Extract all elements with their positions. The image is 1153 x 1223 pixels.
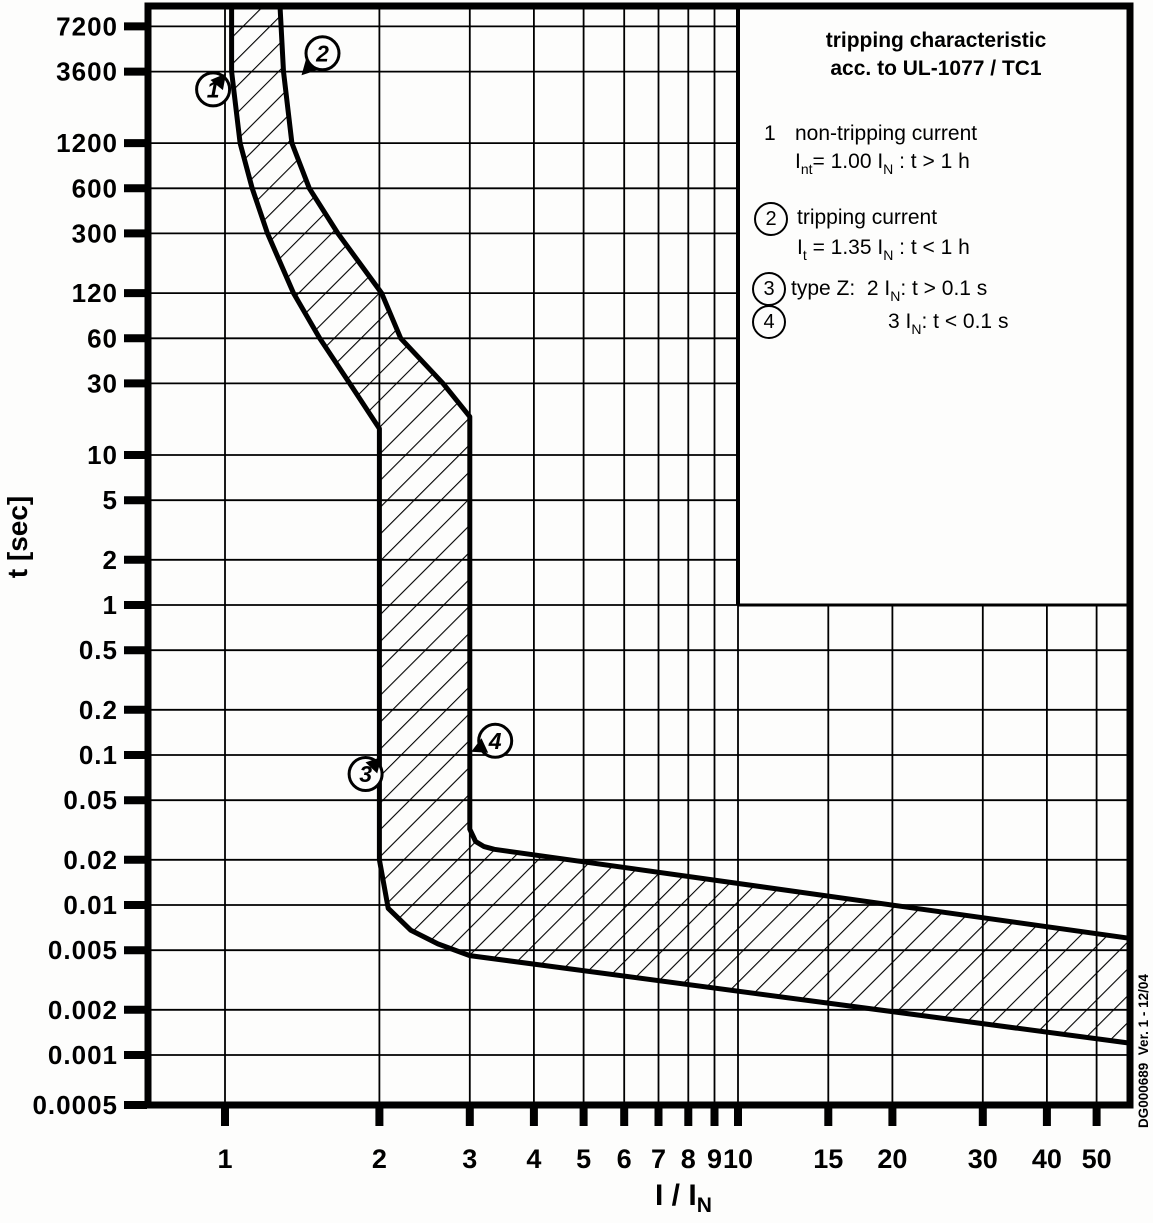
y-tick-label-0.002: 0.002 [48,995,118,1025]
axis-tick-labels: 7200360012006003001206030105210.50.20.10… [32,11,1111,1174]
band-hatched-area [231,6,1130,1044]
formula-text: = 1.35 I [806,236,884,259]
y-tick-label-0.5: 0.5 [79,635,118,665]
formula-text: 3 I [888,310,912,333]
x-tick-label-10: 10 [723,1144,753,1174]
x-tick-label-3: 3 [462,1144,477,1174]
x-tick-label-9: 9 [707,1144,722,1174]
y-tick-label-0.005: 0.005 [48,935,118,965]
y-tick-label-0.001: 0.001 [48,1040,118,1070]
x-tick-label-5: 5 [576,1144,591,1174]
legend-title: tripping characteristic acc. to UL-1077 … [740,27,1132,83]
formula-subscript: N [883,161,894,177]
y-tick-label-0.02: 0.02 [63,845,118,875]
y-tick-label-0.0005: 0.0005 [32,1090,118,1120]
y-tick-label-120: 120 [72,278,118,308]
callout-circle-2 [304,35,341,72]
callout-2: 2 [301,35,341,76]
callout-3: 3 [347,756,384,792]
formula-text: type Z: 2 I [791,277,891,300]
band-upper-boundary [277,6,1130,941]
y-tick-label-2: 2 [103,545,118,575]
y-tick-label-1: 1 [103,590,118,620]
x-tick-label-7: 7 [651,1144,666,1174]
axis-ticks [124,22,1101,1126]
y-axis-title: t [sec] [2,496,33,578]
formula-subscript: N [890,288,901,304]
formula-text: : t > 1 h [893,150,970,173]
band-lower-boundary [229,6,1130,1046]
callout-pointer-4 [471,738,489,753]
formula-text: I [795,150,801,173]
y-tick-label-1200: 1200 [56,128,118,158]
legend-box [736,6,1130,607]
callout-circle-4 [477,722,514,759]
callout-label-3: 3 [359,761,372,787]
y-tick-label-60: 60 [87,323,118,353]
y-tick-label-30: 30 [87,368,118,398]
doc-reference: DG000689 Ver. 1 - 12/04 [1136,974,1151,1128]
x-tick-label-1: 1 [217,1144,232,1174]
plot-border [144,2,1134,1109]
x-tick-label-8: 8 [681,1144,696,1174]
note-1-title: non-tripping current [795,122,978,145]
formula-text: I [797,236,803,259]
formula-text: : t < 1 h [893,236,970,259]
note-4-marker: 4 [752,305,786,339]
note-1-formula: Int= 1.00 IN : t > 1 h [795,150,970,177]
formula-text: : t < 0.1 s [921,310,1009,333]
x-tick-label-40: 40 [1032,1144,1062,1174]
y-tick-label-600: 600 [72,173,118,203]
callout-4: 4 [471,722,514,759]
formula-subscript: N [911,321,922,337]
callout-pointer-2 [301,58,318,76]
y-tick-label-0.2: 0.2 [79,695,118,725]
callout-label-1: 1 [207,76,220,102]
formula-subscript: nt [800,161,813,177]
legend-title-line-2: acc. to UL-1077 / TC1 [830,57,1042,80]
callout-pointer-1 [210,73,227,91]
legend-box-background [738,6,1130,605]
callout-1: 1 [195,71,232,108]
x-axis-title: I / IN [655,1179,712,1217]
note-1-marker: 1 [764,122,776,145]
y-tick-label-0.05: 0.05 [63,785,118,815]
x-tick-label-15: 15 [813,1144,843,1174]
formula-subscript: t [802,247,807,263]
y-tick-label-3600: 3600 [56,57,118,87]
x-tick-label-4: 4 [526,1144,541,1174]
note-3-formula: type Z: 2 IN: t > 0.1 s [791,277,988,304]
callout-pointer-3 [365,757,382,774]
x-tick-label-50: 50 [1082,1144,1112,1174]
x-tick-label-30: 30 [968,1144,998,1174]
note-2-marker: 2 [754,202,788,236]
x-tick-label-6: 6 [617,1144,632,1174]
callout-label-2: 2 [315,40,329,66]
callout-label-4: 4 [488,728,502,754]
y-tick-label-7200: 7200 [56,11,118,41]
y-tick-label-10: 10 [87,440,118,470]
formula-text: : t > 0.1 s [900,277,988,300]
note-4-formula: 3 IN: t < 0.1 s [888,310,1009,337]
x-tick-label-2: 2 [372,1144,387,1174]
note-2-formula: It = 1.35 IN : t < 1 h [797,236,970,263]
note-3-marker: 3 [752,272,786,306]
y-tick-label-0.01: 0.01 [63,890,118,920]
formula-text: = 1.00 I [812,150,884,173]
note-2-title: tripping current [797,206,938,229]
formula-subscript: N [883,247,894,263]
y-tick-label-300: 300 [72,218,118,248]
legend-title-line-1: tripping characteristic [825,29,1047,52]
y-tick-label-0.1: 0.1 [79,740,118,770]
tripping-band [229,6,1130,1046]
x-tick-label-20: 20 [877,1144,907,1174]
y-tick-label-5: 5 [103,485,118,515]
